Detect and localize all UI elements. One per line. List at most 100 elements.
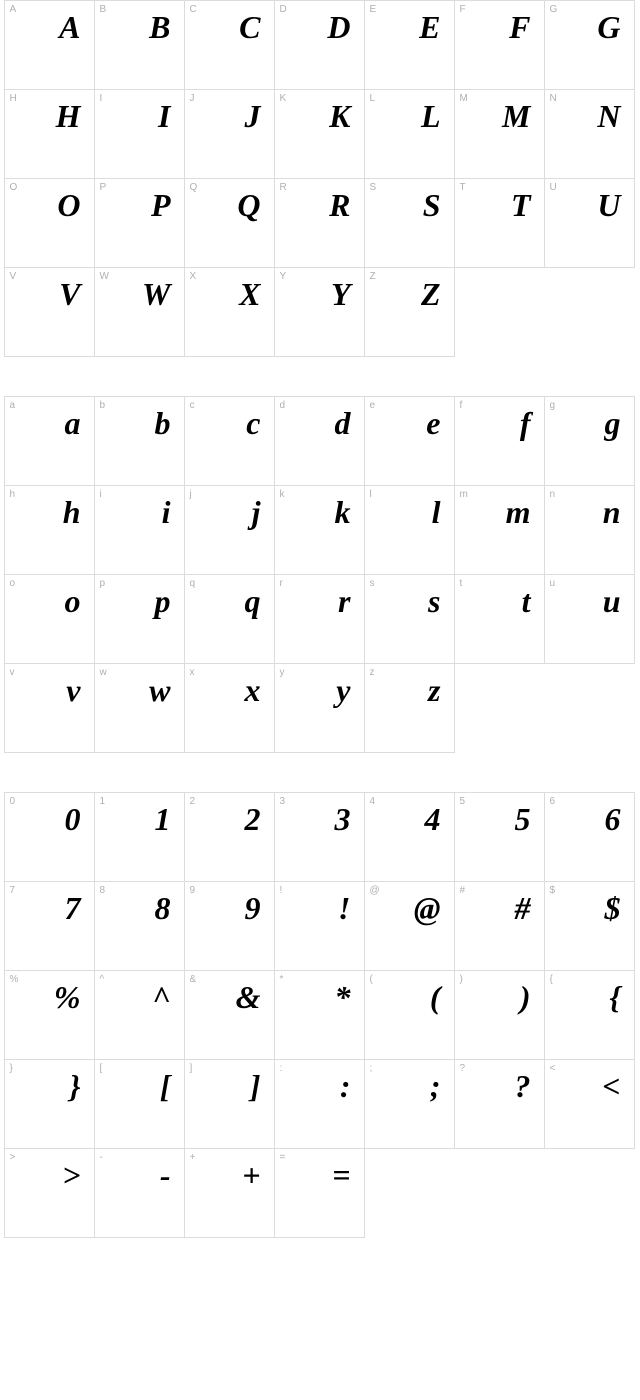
cell-glyph: R bbox=[329, 187, 349, 224]
glyph-cell: jj bbox=[184, 485, 275, 575]
glyph-cell: mm bbox=[454, 485, 545, 575]
cell-glyph: j bbox=[252, 494, 260, 531]
glyph-cell: xx bbox=[184, 663, 275, 753]
cell-glyph: ( bbox=[430, 979, 440, 1016]
glyph-cell: 99 bbox=[184, 881, 275, 971]
cell-label: o bbox=[10, 578, 16, 589]
empty-cell bbox=[454, 1148, 545, 1238]
cell-glyph: l bbox=[432, 494, 440, 531]
cell-label: w bbox=[100, 667, 107, 678]
cell-label: h bbox=[10, 489, 16, 500]
cell-label: $ bbox=[550, 885, 556, 896]
cell-glyph: - bbox=[160, 1157, 170, 1194]
cell-label: r bbox=[280, 578, 283, 589]
cell-glyph: 2 bbox=[245, 801, 260, 838]
cell-label: O bbox=[10, 182, 18, 193]
cell-glyph: X bbox=[239, 276, 259, 313]
cell-glyph: ? bbox=[515, 1068, 530, 1105]
glyph-cell: KK bbox=[274, 89, 365, 179]
empty-cell bbox=[454, 267, 545, 357]
glyph-cell: UU bbox=[544, 178, 635, 268]
cell-label: : bbox=[280, 1063, 283, 1074]
cell-label: ^ bbox=[100, 974, 105, 985]
glyph-cell: bb bbox=[94, 396, 185, 486]
empty-cell bbox=[544, 1148, 635, 1238]
section-uppercase: AABBCCDDEEFFGGHHIIJJKKLLMMNNOOPPQQRRSSTT… bbox=[0, 0, 640, 356]
cell-label: D bbox=[280, 4, 287, 15]
cell-glyph: + bbox=[242, 1157, 259, 1194]
cell-label: 7 bbox=[10, 885, 16, 896]
cell-glyph: m bbox=[506, 494, 530, 531]
cell-glyph: u bbox=[603, 583, 620, 620]
glyph-cell: FF bbox=[454, 0, 545, 90]
cell-label: ( bbox=[370, 974, 373, 985]
cell-label: 5 bbox=[460, 796, 466, 807]
cell-label: % bbox=[10, 974, 19, 985]
glyph-cell: rr bbox=[274, 574, 365, 664]
cell-glyph: r bbox=[338, 583, 349, 620]
cell-label: q bbox=[190, 578, 196, 589]
cell-label: a bbox=[10, 400, 16, 411]
glyph-cell: zz bbox=[364, 663, 455, 753]
glyph-cell: )) bbox=[454, 970, 545, 1060]
cell-label: } bbox=[10, 1063, 13, 1074]
cell-label: # bbox=[460, 885, 466, 896]
cell-glyph: H bbox=[56, 98, 80, 135]
cell-glyph: ] bbox=[250, 1068, 260, 1105]
cell-label: { bbox=[550, 974, 553, 985]
glyph-cell: HH bbox=[4, 89, 95, 179]
cell-label: T bbox=[460, 182, 466, 193]
glyph-cell: OO bbox=[4, 178, 95, 268]
glyph-grid: 00112233445566778899!!@@##$$%%^^&&**(())… bbox=[4, 792, 634, 1237]
cell-glyph: f bbox=[520, 405, 530, 442]
glyph-cell: SS bbox=[364, 178, 455, 268]
empty-cell bbox=[454, 663, 545, 753]
cell-label: 3 bbox=[280, 796, 286, 807]
glyph-cell: 55 bbox=[454, 792, 545, 882]
glyph-cell: ii bbox=[94, 485, 185, 575]
cell-label: N bbox=[550, 93, 557, 104]
glyph-cell: II bbox=[94, 89, 185, 179]
cell-label: u bbox=[550, 578, 556, 589]
glyph-cell: $$ bbox=[544, 881, 635, 971]
cell-label: Q bbox=[190, 182, 198, 193]
cell-glyph: E bbox=[419, 9, 439, 46]
cell-glyph: 1 bbox=[155, 801, 170, 838]
cell-glyph: W bbox=[142, 276, 169, 313]
cell-glyph: k bbox=[335, 494, 350, 531]
glyph-cell: hh bbox=[4, 485, 95, 575]
cell-glyph: ; bbox=[430, 1068, 440, 1105]
cell-label: K bbox=[280, 93, 287, 104]
glyph-cell: WW bbox=[94, 267, 185, 357]
cell-glyph: C bbox=[239, 9, 259, 46]
glyph-cell: JJ bbox=[184, 89, 275, 179]
cell-label: Y bbox=[280, 271, 287, 282]
glyph-cell: aa bbox=[4, 396, 95, 486]
cell-glyph: S bbox=[423, 187, 440, 224]
cell-label: 1 bbox=[100, 796, 106, 807]
glyph-cell: ss bbox=[364, 574, 455, 664]
cell-glyph: { bbox=[609, 979, 619, 1016]
cell-label: X bbox=[190, 271, 197, 282]
cell-glyph: ) bbox=[520, 979, 530, 1016]
empty-cell bbox=[544, 663, 635, 753]
cell-label: & bbox=[190, 974, 197, 985]
cell-label: l bbox=[370, 489, 372, 500]
cell-label: x bbox=[190, 667, 195, 678]
glyph-cell: && bbox=[184, 970, 275, 1060]
cell-glyph: v bbox=[66, 672, 79, 709]
glyph-cell: {{ bbox=[544, 970, 635, 1060]
cell-label: s bbox=[370, 578, 375, 589]
glyph-grid: AABBCCDDEEFFGGHHIIJJKKLLMMNNOOPPQQRRSSTT… bbox=[4, 0, 634, 356]
cell-label: j bbox=[190, 489, 192, 500]
cell-label: ; bbox=[370, 1063, 373, 1074]
cell-label: ! bbox=[280, 885, 283, 896]
cell-label: * bbox=[280, 974, 284, 985]
cell-glyph: L bbox=[421, 98, 440, 135]
cell-label: 6 bbox=[550, 796, 556, 807]
cell-label: < bbox=[550, 1063, 556, 1074]
cell-glyph: b bbox=[155, 405, 170, 442]
cell-glyph: T bbox=[511, 187, 530, 224]
cell-label: @ bbox=[370, 885, 380, 896]
cell-label: M bbox=[460, 93, 468, 104]
